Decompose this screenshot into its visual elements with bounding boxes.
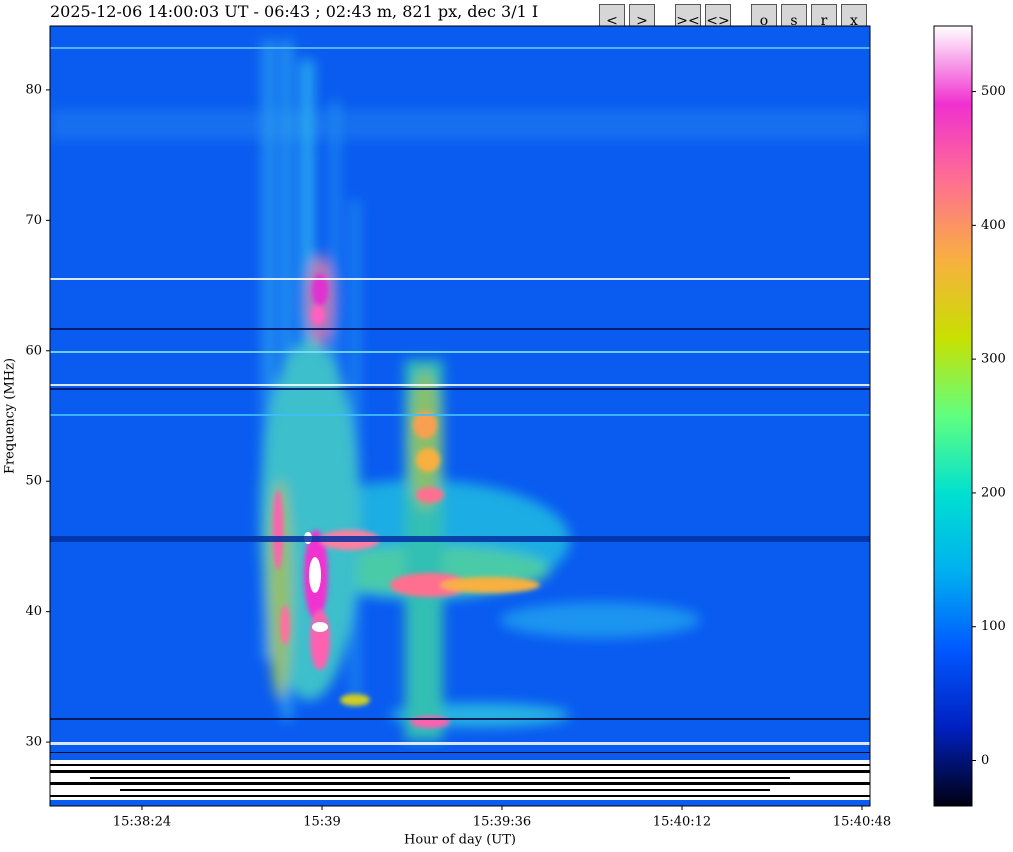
x-tick-label: 15:40:12 <box>653 815 711 830</box>
spectrogram-image <box>50 26 870 806</box>
x-tick-label: 15:38:24 <box>113 815 171 830</box>
y-tick-label: 80 <box>25 82 42 97</box>
x-tick-label: 15:39 <box>303 815 340 830</box>
colorbar <box>933 25 973 807</box>
y-tick-label: 30 <box>25 735 42 750</box>
y-tick-label: 40 <box>25 604 42 619</box>
colorbar-tick-label: 0 <box>981 753 989 768</box>
y-tick-label: 60 <box>25 343 42 358</box>
x-tick-label: 15:39:36 <box>473 815 531 830</box>
colorbar-tick-label: 300 <box>981 352 1006 367</box>
plot-frame <box>49 25 871 807</box>
y-tick-label: 70 <box>25 213 42 228</box>
y-axis-label: Frequency (MHz) <box>3 358 18 474</box>
y-tick-label: 50 <box>25 474 42 489</box>
colorbar-tick-label: 500 <box>981 84 1006 99</box>
colorbar-tick-label: 200 <box>981 485 1006 500</box>
x-tick-label: 15:40:48 <box>833 815 891 830</box>
colorbar-tick-label: 400 <box>981 218 1006 233</box>
colorbar-tick-label: 100 <box>981 619 1006 634</box>
x-axis-label: Hour of day (UT) <box>404 833 516 848</box>
title: 2025-12-06 14:00:03 UT - 06:43 ; 02:43 m… <box>50 2 539 21</box>
